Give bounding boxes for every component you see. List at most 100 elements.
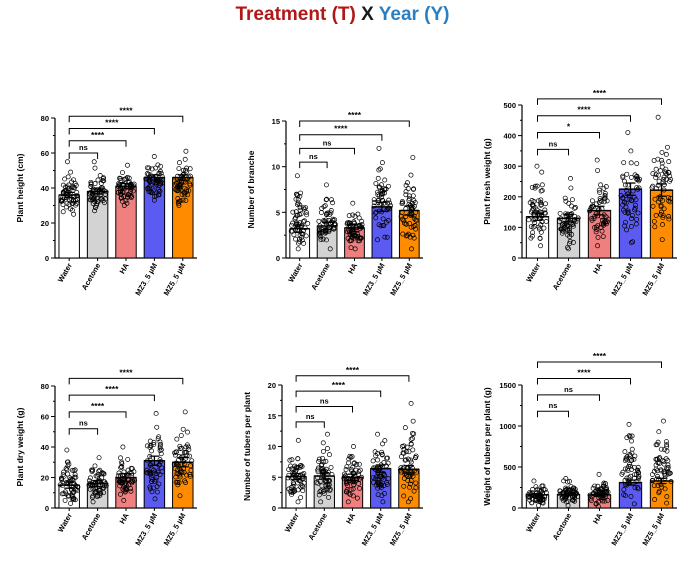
- data-point: [665, 144, 670, 150]
- data-point: [664, 171, 670, 177]
- data-point: [372, 476, 378, 482]
- data-point: [301, 240, 307, 246]
- data-point: [176, 166, 182, 171]
- data-point: [153, 173, 158, 179]
- data-point: [399, 454, 404, 460]
- data-point: [183, 148, 189, 154]
- data-point: [125, 456, 131, 462]
- data-point: [315, 469, 321, 475]
- data-point: [158, 170, 164, 176]
- data-point: [345, 220, 350, 226]
- data-point: [600, 234, 606, 239]
- data-point: [381, 491, 387, 496]
- data-point: [403, 221, 409, 227]
- data-point: [413, 455, 418, 461]
- data-point: [300, 205, 306, 211]
- significance-label: ns: [323, 138, 332, 147]
- data-point: [118, 455, 123, 461]
- significance-bracket: [68, 428, 99, 435]
- data-point: [598, 182, 604, 188]
- data-point: [624, 227, 630, 233]
- data-point: [94, 494, 100, 500]
- significance-label: ****: [593, 351, 607, 361]
- data-point: [402, 425, 408, 431]
- data-point: [155, 436, 161, 442]
- data-point: [408, 436, 414, 442]
- significance-label: ns: [79, 419, 88, 428]
- data-point: [92, 463, 98, 469]
- data-point: [351, 444, 356, 449]
- significance-bracket: [68, 115, 184, 123]
- data-point: [377, 166, 383, 172]
- data-point: [622, 209, 628, 215]
- data-point: [357, 467, 363, 473]
- data-point: [601, 483, 607, 489]
- data-point: [538, 222, 544, 228]
- data-point: [120, 170, 125, 175]
- data-point: [296, 240, 302, 246]
- significance-bracket: [295, 390, 382, 398]
- data-point: [402, 457, 408, 463]
- data-point: [540, 483, 546, 489]
- chart-3: 0 100 200 300 400 500 Plant fresh weight (g) Wa…: [482, 88, 677, 297]
- data-point: [329, 197, 334, 203]
- data-point: [116, 470, 122, 476]
- data-point: [534, 183, 540, 189]
- data-point: [405, 499, 411, 505]
- data-point: [375, 175, 381, 181]
- data-point: [146, 469, 152, 475]
- data-point: [324, 182, 329, 188]
- data-point: [356, 481, 362, 487]
- significance-bracket: [299, 161, 328, 169]
- data-point: [64, 447, 70, 453]
- data-point: [346, 460, 352, 466]
- data-point: [665, 195, 671, 201]
- data-point: [651, 218, 657, 224]
- data-point: [188, 467, 194, 473]
- data-point: [68, 500, 74, 506]
- data-point: [376, 145, 382, 151]
- data-point: [297, 207, 303, 213]
- data-point: [177, 183, 183, 189]
- data-point: [341, 475, 347, 481]
- data-point: [597, 196, 603, 201]
- data-point: [410, 473, 416, 479]
- data-point: [557, 488, 563, 494]
- data-point: [121, 194, 127, 199]
- data-point: [626, 464, 632, 469]
- data-point: [628, 224, 634, 229]
- data-point: [152, 496, 158, 502]
- data-point: [158, 163, 164, 169]
- y-tick-label: 500: [503, 463, 516, 472]
- x-tick-label: HA: [591, 261, 605, 275]
- data-point: [173, 479, 179, 485]
- y-axis-label: Plant dry weight (g): [15, 407, 25, 486]
- data-point: [62, 176, 68, 182]
- data-point: [665, 466, 671, 472]
- x-tick-label: Water: [524, 261, 542, 283]
- data-point: [593, 224, 599, 230]
- data-point: [322, 487, 328, 493]
- data-point: [70, 184, 76, 190]
- data-point: [128, 488, 134, 494]
- data-point: [375, 189, 380, 195]
- data-point: [320, 236, 326, 242]
- data-point: [92, 489, 98, 495]
- data-point: [567, 238, 573, 244]
- significance-bracket: [68, 140, 127, 147]
- data-point: [602, 193, 608, 199]
- data-point: [385, 455, 390, 461]
- y-tick-label: 200: [503, 193, 516, 202]
- data-point: [624, 435, 630, 441]
- data-point: [375, 457, 381, 463]
- data-point: [330, 216, 336, 222]
- data-point: [297, 193, 303, 199]
- data-point: [595, 234, 601, 240]
- data-point: [413, 485, 419, 491]
- y-axis-label: Plant fresh weight (g): [482, 138, 492, 225]
- significance-bracket: [537, 394, 600, 401]
- data-point: [180, 426, 186, 432]
- data-point: [99, 470, 105, 476]
- data-point: [375, 476, 381, 482]
